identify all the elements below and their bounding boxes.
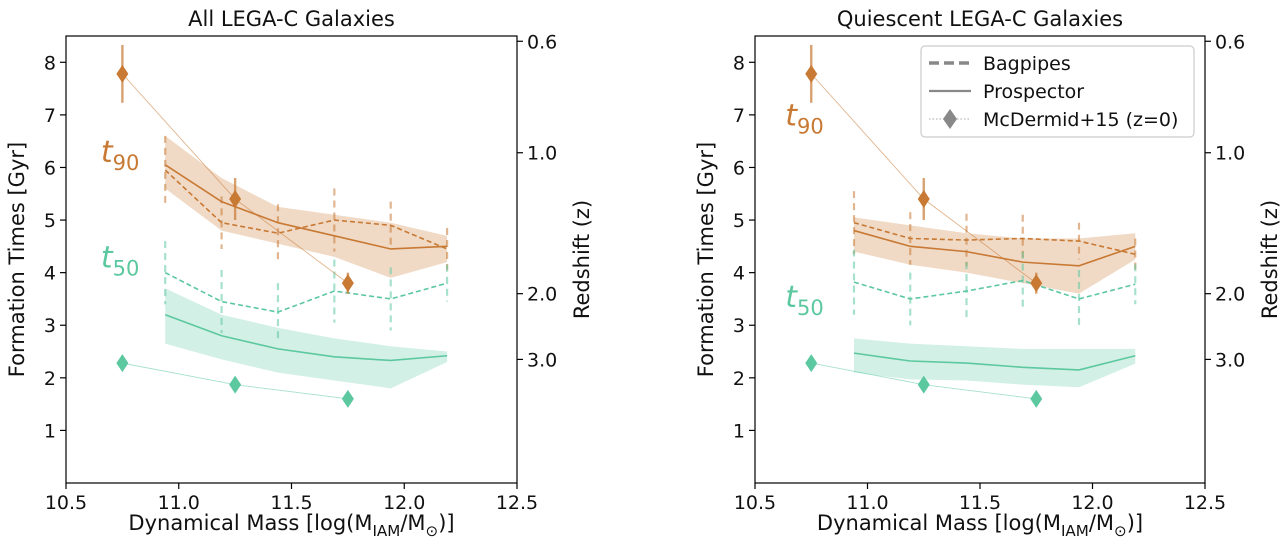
line-t90-prospector bbox=[164, 164, 448, 250]
band-t50-prospector bbox=[165, 288, 448, 389]
y2-tick-label: 0.6 bbox=[1215, 31, 1245, 53]
y-tick-label: 1 bbox=[733, 420, 745, 442]
line-t90-bagpipes bbox=[164, 169, 448, 250]
chart-panel-1: 10.5 11.0 11.5 12.0 12.5 1 2 3 4 5 6 7 8 0.6 1.0 2.0 3.0… bbox=[5, 7, 594, 538]
y2-tick-label: 2.0 bbox=[1215, 284, 1245, 306]
annotation-symbol: t bbox=[785, 98, 798, 133]
y2-tick-label: 3.0 bbox=[1215, 349, 1245, 371]
point-t50-mcdermid-15-z-0- bbox=[1030, 389, 1043, 408]
y-tick-label: 5 bbox=[44, 210, 56, 232]
y-tick-label: 8 bbox=[44, 52, 56, 74]
x-tick-label: 11.5 bbox=[959, 492, 1001, 514]
y-tick-label: 5 bbox=[733, 210, 745, 232]
y-tick-label: 4 bbox=[44, 263, 56, 285]
y2-axis-label: Redshift (z) bbox=[1258, 200, 1282, 319]
x-axis-label: Dynamical Mass [log(MIAM/M⊙)] bbox=[128, 511, 454, 538]
y-tick-label: 7 bbox=[733, 105, 745, 127]
annotation-symbol: t bbox=[101, 240, 114, 275]
line-t50-prospector bbox=[164, 313, 448, 362]
x-tick-label: 10.5 bbox=[45, 492, 87, 514]
annotation-subscript: 90 bbox=[113, 151, 140, 175]
point-t50-mcdermid-15-z-0- bbox=[917, 375, 930, 394]
y2-tick-label: 1.0 bbox=[1215, 143, 1245, 165]
point-t90-mcdermid-15-z-0- bbox=[116, 64, 129, 83]
x-tick-label: 10.5 bbox=[734, 492, 776, 514]
x-axis-label: Dynamical Mass [log(MIAM/M⊙)] bbox=[817, 511, 1143, 538]
y-axis-label: Formation Times [Gyr] bbox=[5, 142, 29, 377]
point-t90-mcdermid-15-z-0- bbox=[1030, 274, 1043, 293]
chart-title: Quiescent LEGA-C Galaxies bbox=[837, 7, 1123, 31]
line-t90-prospector bbox=[853, 229, 1136, 267]
y-tick-label: 2 bbox=[44, 368, 56, 390]
chart-title: All LEGA-C Galaxies bbox=[188, 7, 395, 31]
annotation-symbol: t bbox=[101, 135, 114, 170]
legend-box bbox=[920, 45, 1195, 138]
y2-tick-label: 2.0 bbox=[527, 284, 557, 306]
y-tick-label: 6 bbox=[44, 157, 56, 179]
point-t90-mcdermid-15-z-0- bbox=[341, 274, 354, 293]
line-t90-bagpipes bbox=[853, 221, 1136, 256]
x-tick-label: 11.5 bbox=[270, 492, 312, 514]
line-t50-prospector bbox=[853, 352, 1136, 371]
point-t90-mcdermid-15-z-0- bbox=[229, 190, 242, 209]
legend-label: Bagpipes bbox=[983, 53, 1071, 75]
annotation-t90: t90 bbox=[101, 135, 139, 175]
legend-label: Prospector bbox=[983, 81, 1084, 103]
y2-tick-label: 0.6 bbox=[527, 31, 557, 53]
y-tick-label: 4 bbox=[733, 263, 745, 285]
annotation-subscript: 90 bbox=[797, 114, 824, 138]
point-t50-mcdermid-15-z-0- bbox=[805, 354, 818, 373]
y-tick-label: 6 bbox=[733, 157, 745, 179]
chart-panel-2: 10.5 11.0 11.5 12.0 12.5 1 2 3 4 5 6 7 8 0.6 1.0 2.0 3.0… bbox=[694, 7, 1282, 538]
x-tick-label: 12.0 bbox=[383, 492, 425, 514]
legend: Bagpipes Prospector McDermid+15 (z=0) bbox=[920, 45, 1195, 138]
annotation-subscript: 50 bbox=[797, 296, 824, 320]
annotation-t50: t50 bbox=[101, 240, 139, 280]
x-tick-label: 12.0 bbox=[1071, 492, 1113, 514]
point-t90-mcdermid-15-z-0- bbox=[917, 190, 930, 209]
y2-tick-label: 3.0 bbox=[527, 349, 557, 371]
y-tick-label: 3 bbox=[733, 315, 745, 337]
y-tick-label: 8 bbox=[733, 52, 745, 74]
y-tick-label: 2 bbox=[733, 368, 745, 390]
point-t50-mcdermid-15-z-0- bbox=[341, 389, 354, 408]
x-tick-label: 12.5 bbox=[1184, 492, 1226, 514]
point-t90-mcdermid-15-z-0- bbox=[805, 64, 818, 83]
point-t50-mcdermid-15-z-0- bbox=[229, 375, 242, 394]
y-tick-label: 3 bbox=[44, 315, 56, 337]
legend-label: McDermid+15 (z=0) bbox=[983, 109, 1178, 131]
legend-swatch-diamond bbox=[943, 109, 957, 129]
line-t50-bagpipes bbox=[164, 271, 448, 313]
annotation-t50: t50 bbox=[785, 280, 824, 320]
line-t50-bagpipes bbox=[853, 279, 1136, 300]
x-tick-label: 11.0 bbox=[846, 492, 888, 514]
y-tick-label: 7 bbox=[44, 105, 56, 127]
y2-axis-label: Redshift (z) bbox=[570, 200, 594, 319]
y-axis-label: Formation Times [Gyr] bbox=[694, 142, 718, 377]
annotation-t90: t90 bbox=[785, 98, 824, 138]
annotation-subscript: 50 bbox=[113, 256, 140, 280]
band-t90-prospector bbox=[854, 217, 1136, 294]
band-t90-prospector bbox=[165, 135, 448, 278]
y-tick-label: 1 bbox=[44, 420, 56, 442]
band-t50-prospector bbox=[854, 338, 1136, 388]
point-t50-mcdermid-15-z-0- bbox=[116, 354, 129, 373]
annotation-symbol: t bbox=[785, 280, 798, 315]
y2-tick-label: 1.0 bbox=[527, 143, 557, 165]
x-tick-label: 11.0 bbox=[158, 492, 200, 514]
x-tick-label: 12.5 bbox=[496, 492, 538, 514]
